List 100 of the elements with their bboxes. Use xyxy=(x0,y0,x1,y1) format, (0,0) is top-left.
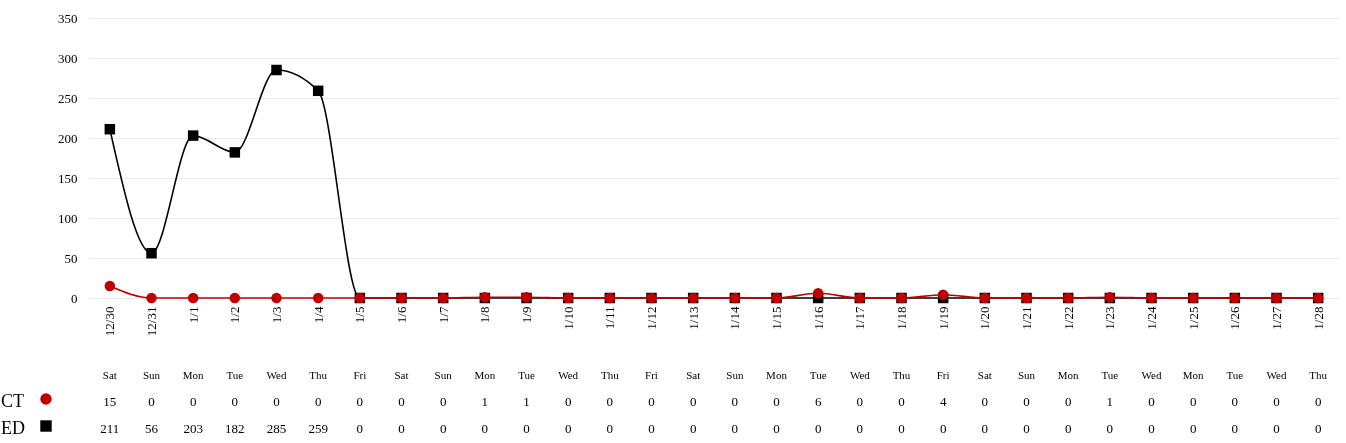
data-label: 56 xyxy=(145,421,159,436)
data-label: 0 xyxy=(981,421,989,436)
data-label: 0 xyxy=(1148,394,1155,409)
x-tick-label: 1/1 xyxy=(185,306,201,324)
x-tick-label: 12/31 xyxy=(144,306,159,337)
y-tick-label: 250 xyxy=(58,90,78,106)
text: Thu xyxy=(309,369,328,381)
x-tick-label: 1/17 xyxy=(852,306,868,330)
text: Tue xyxy=(809,369,827,381)
y-tick-label: 300 xyxy=(58,50,78,66)
x-tick-label: 1/24 xyxy=(1144,306,1159,330)
data-label: 0 xyxy=(773,421,780,436)
data-label: 0 xyxy=(773,394,780,409)
y-tick-label: 100 xyxy=(58,210,78,226)
text: Wed xyxy=(266,369,287,381)
text: Sat xyxy=(394,369,409,381)
data-label: 6 xyxy=(814,394,822,409)
x-tick-label: 1/5 xyxy=(352,306,368,324)
y-tick-label: 50 xyxy=(64,250,78,266)
y-tick-label: 0 xyxy=(71,290,78,306)
data-label: 0 xyxy=(398,421,405,436)
data-label: 0 xyxy=(939,421,947,436)
data-label: 1 xyxy=(481,394,489,409)
data-label: 0 xyxy=(689,394,697,409)
x-tick-label: 1/21 xyxy=(1019,306,1034,330)
text: Fri xyxy=(645,369,658,381)
data-label: 0 xyxy=(148,394,155,409)
data-label: 0 xyxy=(314,394,322,409)
data-label: 0 xyxy=(898,394,905,409)
x-tick-label: 1/2 xyxy=(227,306,243,324)
data-label: 0 xyxy=(1106,421,1114,436)
data-label: 0 xyxy=(1231,394,1239,409)
data-label: 0 xyxy=(648,394,655,409)
data-label: 0 xyxy=(731,394,739,409)
data-label: 15 xyxy=(103,394,117,409)
data-label: 4 xyxy=(939,394,947,409)
x-tick-label: 1/11 xyxy=(602,306,618,330)
text: Sat xyxy=(977,369,992,381)
data-label: 211 xyxy=(100,421,120,436)
data-label: 0 xyxy=(648,421,655,436)
text: Mon xyxy=(1057,369,1080,381)
data-label: 0 xyxy=(189,394,197,409)
y-tick-label: 350 xyxy=(58,10,78,26)
legend-label: CT xyxy=(1,391,25,411)
data-label: 0 xyxy=(273,394,280,409)
text: Fri xyxy=(936,369,950,381)
data-label: 0 xyxy=(1273,421,1280,436)
x-tick-label: 1/18 xyxy=(894,306,909,330)
data-label: 0 xyxy=(1023,421,1030,436)
data-label: 0 xyxy=(981,394,989,409)
data-label: 0 xyxy=(1273,394,1280,409)
x-tick-label: 1/13 xyxy=(685,306,701,330)
x-tick-label: 1/14 xyxy=(727,306,743,330)
text: Sun xyxy=(434,369,453,381)
text: Wed xyxy=(1141,369,1162,381)
x-tick-label: 1/3 xyxy=(269,306,284,324)
data-label: 285 xyxy=(266,421,287,436)
data-label: 203 xyxy=(183,421,203,436)
text: Sun xyxy=(726,369,744,381)
x-tick-label: 1/7 xyxy=(435,306,451,324)
text: Tue xyxy=(1101,369,1119,381)
data-label: 0 xyxy=(898,421,905,436)
x-tick-label: 1/16 xyxy=(810,306,826,330)
data-label: 0 xyxy=(439,394,447,409)
x-tick-label: 1/9 xyxy=(519,306,534,324)
data-label: 0 xyxy=(523,421,530,436)
x-tick-label: 1/19 xyxy=(935,306,951,330)
data-label: 0 xyxy=(1189,394,1197,409)
text: Tue xyxy=(518,369,535,381)
data-label: 0 xyxy=(731,421,739,436)
x-tick-label: 1/4 xyxy=(310,306,326,324)
text: Thu xyxy=(600,369,620,381)
text: Fri xyxy=(353,369,367,381)
text: Mon xyxy=(474,369,496,381)
text: Mon xyxy=(182,369,205,381)
x-tick-label: 1/27 xyxy=(1269,306,1284,330)
x-tick-label: 1/23 xyxy=(1102,306,1118,330)
text: Tue xyxy=(226,369,244,381)
x-tick-label: 12/30 xyxy=(102,306,118,337)
data-label: 0 xyxy=(1064,421,1072,436)
data-label: 0 xyxy=(606,421,614,436)
legend-label: ED xyxy=(1,418,25,438)
x-tick-label: 1/25 xyxy=(1185,306,1201,330)
text: Mon xyxy=(766,369,788,381)
data-label: 259 xyxy=(308,421,328,436)
text: Tue xyxy=(1226,369,1244,381)
data-label: 0 xyxy=(1314,394,1322,409)
text: Sat xyxy=(102,369,117,381)
data-label: 0 xyxy=(1231,421,1239,436)
data-label: 0 xyxy=(1314,421,1322,436)
text: Mon xyxy=(1182,369,1205,381)
x-tick-label: 1/20 xyxy=(977,306,993,330)
data-label: 0 xyxy=(856,421,864,436)
data-label: 0 xyxy=(689,421,697,436)
x-tick-label: 1/22 xyxy=(1060,306,1076,330)
y-tick-label: 200 xyxy=(58,130,78,146)
x-tick-label: 1/15 xyxy=(769,306,784,330)
x-tick-label: 1/6 xyxy=(394,306,409,324)
data-label: 0 xyxy=(1189,421,1197,436)
data-label: 0 xyxy=(606,394,614,409)
